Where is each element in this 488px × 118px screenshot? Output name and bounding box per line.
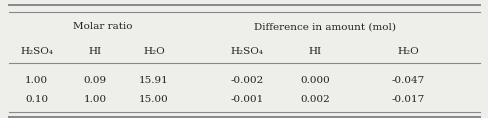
Text: 0.09: 0.09 — [83, 76, 107, 85]
Text: -0.017: -0.017 — [391, 95, 424, 104]
Text: H₂O: H₂O — [143, 47, 164, 56]
Text: H₂SO₄: H₂SO₄ — [230, 47, 263, 56]
Text: 0.000: 0.000 — [300, 76, 329, 85]
Text: -0.047: -0.047 — [391, 76, 424, 85]
Text: HI: HI — [308, 47, 321, 56]
Text: -0.002: -0.002 — [230, 76, 263, 85]
Text: Molar ratio: Molar ratio — [73, 22, 132, 31]
Text: 15.91: 15.91 — [139, 76, 168, 85]
Text: H₂O: H₂O — [397, 47, 418, 56]
Text: 0.10: 0.10 — [25, 95, 48, 104]
Text: H₂SO₄: H₂SO₄ — [20, 47, 53, 56]
Text: Difference in amount (mol): Difference in amount (mol) — [254, 22, 395, 31]
Text: HI: HI — [89, 47, 102, 56]
Text: 0.002: 0.002 — [300, 95, 329, 104]
Text: 15.00: 15.00 — [139, 95, 168, 104]
Text: 1.00: 1.00 — [83, 95, 107, 104]
Text: -0.001: -0.001 — [230, 95, 263, 104]
Text: 1.00: 1.00 — [25, 76, 48, 85]
